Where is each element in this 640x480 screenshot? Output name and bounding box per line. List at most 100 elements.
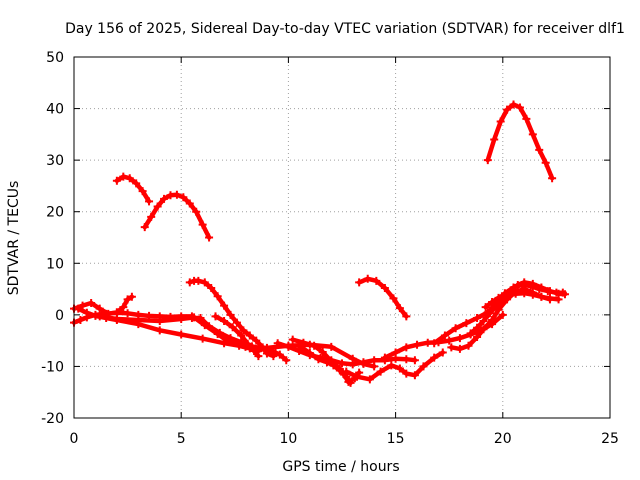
data-point <box>389 294 398 303</box>
data-point <box>273 339 282 348</box>
data-point <box>335 366 344 375</box>
data-point <box>395 364 404 373</box>
data-point <box>322 358 331 367</box>
data-series <box>70 100 569 387</box>
data-point <box>160 194 169 203</box>
data-point <box>402 312 411 321</box>
y-tick-label: 10 <box>46 256 64 272</box>
data-point <box>338 359 346 368</box>
x-tick-label: 25 <box>601 431 619 447</box>
data-point <box>560 290 569 299</box>
data-point <box>447 343 456 352</box>
data-point <box>237 331 246 340</box>
data-point <box>464 341 473 350</box>
data-point <box>194 276 203 285</box>
data-point <box>87 298 96 307</box>
data-point <box>305 349 314 358</box>
y-tick-label: -20 <box>41 411 64 427</box>
data-point <box>500 290 509 299</box>
data-point <box>342 367 351 376</box>
data-point <box>245 331 254 340</box>
data-point <box>185 278 194 287</box>
data-point <box>258 343 267 352</box>
data-point <box>239 326 248 335</box>
data-point <box>462 319 471 328</box>
data-point <box>473 333 482 342</box>
data-point <box>344 377 353 386</box>
series-arc-11 <box>211 312 263 361</box>
data-point <box>509 100 518 109</box>
data-point <box>402 355 411 364</box>
data-point <box>74 304 83 313</box>
data-point <box>455 334 464 343</box>
series-arc-1 <box>112 172 154 206</box>
data-point <box>481 303 490 312</box>
series-arc-20 <box>481 278 569 312</box>
series-arc-10 <box>185 276 278 361</box>
chart-title: Day 156 of 2025, Sidereal Day-to-day VTE… <box>65 21 625 37</box>
data-point <box>365 375 374 384</box>
series-trace <box>485 102 555 181</box>
data-point <box>466 329 475 338</box>
data-point <box>200 278 209 287</box>
data-point <box>359 358 368 367</box>
data-point <box>318 347 327 356</box>
data-point <box>232 318 241 327</box>
data-point <box>243 339 252 348</box>
data-point <box>515 103 524 112</box>
data-point <box>490 135 499 144</box>
data-point <box>275 350 284 359</box>
y-tick-label: 0 <box>55 308 64 324</box>
data-point <box>513 280 522 289</box>
data-point <box>535 145 544 154</box>
data-point <box>196 313 205 322</box>
data-point <box>310 341 319 350</box>
data-point <box>545 294 554 303</box>
series-trace <box>299 345 362 385</box>
x-tick-label: 10 <box>279 431 297 447</box>
data-point <box>185 199 194 208</box>
data-point <box>297 343 306 352</box>
y-axis-label: SDTVAR / TECUs <box>6 181 22 296</box>
data-point <box>123 309 132 318</box>
data-point <box>172 190 181 199</box>
data-point <box>455 344 464 353</box>
series-arc-4 <box>355 274 411 321</box>
data-point <box>503 105 512 114</box>
x-axis-label: GPS time / hours <box>282 459 399 475</box>
data-point <box>410 371 419 380</box>
data-point <box>314 355 323 364</box>
data-point <box>438 348 447 357</box>
data-point <box>140 223 149 232</box>
data-point <box>198 334 207 343</box>
data-point <box>299 338 308 347</box>
data-point <box>179 193 188 202</box>
data-point <box>528 130 537 139</box>
data-point <box>95 304 104 313</box>
data-point <box>177 314 186 323</box>
data-point <box>205 322 214 331</box>
data-point <box>419 362 428 371</box>
data-point <box>430 353 439 362</box>
data-point <box>123 295 132 304</box>
data-point <box>220 301 229 310</box>
data-point <box>145 197 154 206</box>
data-point <box>82 308 91 317</box>
data-point <box>125 174 134 183</box>
data-point <box>387 361 396 370</box>
series-arc-19 <box>466 289 563 338</box>
data-point <box>252 336 261 345</box>
data-point <box>327 342 336 351</box>
x-tick-label: 0 <box>70 431 79 447</box>
data-point <box>348 360 357 369</box>
data-point <box>507 286 516 295</box>
data-point <box>282 356 291 365</box>
data-point <box>520 278 529 287</box>
data-point <box>269 352 278 361</box>
series-arc-15 <box>342 348 447 384</box>
data-point <box>177 330 186 339</box>
data-point <box>473 313 482 322</box>
data-point <box>376 367 385 376</box>
data-point <box>228 323 237 332</box>
